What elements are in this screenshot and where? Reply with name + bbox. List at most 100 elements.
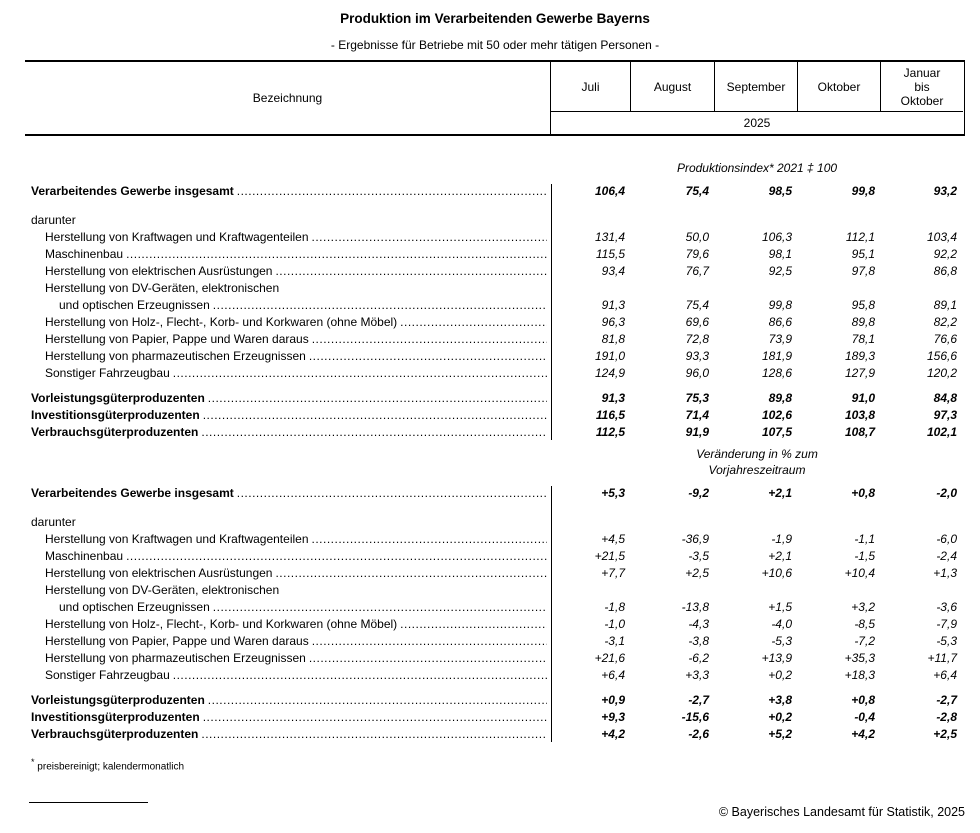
value-cell: +2,1 xyxy=(768,549,792,563)
value-cell: 69,6 xyxy=(685,315,709,329)
value-cell: -4,0 xyxy=(771,617,792,631)
table-row: Vorleistungsgüterproduzenten 91,3 75,3 89,8… xyxy=(25,390,965,407)
row-label: Herstellung von Papier, Pappe und Waren … xyxy=(25,331,551,348)
value-cell: +21,6 xyxy=(594,651,625,665)
row-label-text: Herstellung von pharmazeutischen Erzeugn… xyxy=(45,651,306,665)
value-cell: +0,2 xyxy=(768,668,792,682)
column-header-juli: Juli xyxy=(551,62,631,112)
value-cell: +3,3 xyxy=(685,668,709,682)
value-cell: 106,4 xyxy=(594,184,625,198)
value-cell: 98,5 xyxy=(768,184,792,198)
table-header: Bezeichnung Juli August September Oktobe… xyxy=(25,60,965,136)
row-label-text: Sonstiger Fahrzeugbau xyxy=(45,668,170,682)
value-cell: 106,3 xyxy=(761,230,792,244)
value-cell: -2,7 xyxy=(936,693,957,707)
row-label: Herstellung von DV-Geräten, elektronisch… xyxy=(25,280,551,297)
value-cell: +11,7 xyxy=(927,651,957,665)
dot-leader xyxy=(208,692,547,709)
value-cell: -5,3 xyxy=(936,634,957,648)
value-cell: +4,2 xyxy=(851,727,875,741)
value-cell: 189,3 xyxy=(844,349,875,363)
value-cell: +1,5 xyxy=(768,600,792,614)
value-cell: 82,2 xyxy=(933,315,957,329)
row-label: Investitionsgüterproduzenten xyxy=(25,709,551,726)
dot-leader xyxy=(312,633,547,650)
value-cell: -5,3 xyxy=(771,634,792,648)
value-cell: +10,6 xyxy=(761,566,792,580)
value-cell: +3,2 xyxy=(851,600,875,614)
value-cell: -3,6 xyxy=(936,600,957,614)
value-cell: 93,2 xyxy=(933,184,957,198)
row-label: und optischen Erzeugnissen xyxy=(25,599,551,616)
value-cell: -1,1 xyxy=(854,532,875,546)
section-header: Produktionsindex* 2021 ‡ 100 xyxy=(551,160,963,176)
row-label: Herstellung von Papier, Pappe und Waren … xyxy=(25,633,551,650)
table-row: Investitionsgüterproduzenten +9,3 -15,6 +0,… xyxy=(25,709,965,726)
value-cell: 93,4 xyxy=(601,264,625,278)
dot-leader xyxy=(126,548,547,565)
value-cell: 102,1 xyxy=(926,425,957,439)
row-label-text: Verbrauchsgüterproduzenten xyxy=(31,727,199,741)
value-cell: +0,9 xyxy=(601,693,625,707)
value-cell: -7,9 xyxy=(936,617,957,631)
table-body: Produktionsindex* 2021 ‡ 100 Verarbeitend… xyxy=(25,160,965,743)
value-cell: 91,3 xyxy=(601,391,625,405)
row-label-text: darunter xyxy=(31,515,76,529)
page-title: Produktion im Verarbeitenden Gewerbe Bay… xyxy=(340,11,650,26)
value-cell: +2,5 xyxy=(685,566,709,580)
row-label: Verbrauchsgüterproduzenten xyxy=(25,726,551,743)
footnote-text: preisbereinigt; kalendermonatlich xyxy=(37,761,185,773)
value-cell: 71,4 xyxy=(685,408,709,422)
value-cell: -2,8 xyxy=(936,710,957,724)
table-section-1: Produktionsindex* 2021 ‡ 100 Verarbeitend… xyxy=(25,160,965,441)
value-cell: -2,0 xyxy=(936,486,957,500)
value-cell: 96,0 xyxy=(685,366,709,380)
row-label-text: Vorleistungsgüterproduzenten xyxy=(31,391,205,405)
table-row: Sonstiger Fahrzeugbau 124,9 96,0 128,6 127,9… xyxy=(25,365,965,382)
value-cell: -1,8 xyxy=(604,600,625,614)
row-label-text: Verbrauchsgüterproduzenten xyxy=(31,425,199,439)
footer-divider xyxy=(29,802,148,804)
row-label-text: Maschinenbau xyxy=(45,247,124,261)
row-label-text: Verarbeitendes Gewerbe insgesamt xyxy=(31,486,234,500)
value-cell: 98,1 xyxy=(768,247,792,261)
value-cell: 93,3 xyxy=(685,349,709,363)
dot-leader xyxy=(237,485,547,502)
value-cell: +9,3 xyxy=(601,710,625,724)
dot-leader xyxy=(173,667,547,684)
row-label-text: Herstellung von Papier, Pappe und Waren … xyxy=(45,332,309,346)
value-cell: 128,6 xyxy=(761,366,792,380)
table-row: Verarbeitendes Gewerbe insgesamt +5,3 -9,2… xyxy=(25,485,965,502)
row-label: Herstellung von Kraftwagen und Kraftwage… xyxy=(25,531,551,548)
value-cell: 50,0 xyxy=(685,230,709,244)
row-label: Herstellung von DV-Geräten, elektronisch… xyxy=(25,582,551,599)
table-row: und optischen Erzeugnissen -1,8 -13,8 +1,5 +… xyxy=(25,599,965,616)
row-label-text: Sonstiger Fahrzeugbau xyxy=(45,366,170,380)
value-cell: +21,5 xyxy=(594,549,625,563)
row-label-text: und optischen Erzeugnissen xyxy=(59,600,210,614)
table-row: Verarbeitendes Gewerbe insgesamt 106,4 75,… xyxy=(25,183,965,200)
value-cell: 103,8 xyxy=(844,408,875,422)
value-cell: -3,5 xyxy=(688,549,709,563)
table-row: darunter xyxy=(25,212,965,229)
table-row: Vorleistungsgüterproduzenten +0,9 -2,7 +3,8… xyxy=(25,692,965,709)
value-cell: 92,5 xyxy=(768,264,792,278)
dot-leader xyxy=(213,297,547,314)
value-cell: +10,4 xyxy=(844,566,875,580)
section-header-line: Veränderung in % zum xyxy=(696,447,818,461)
table-section-2: Veränderung in % zum Vorjahreszeitraum Ver… xyxy=(25,446,965,743)
row-label-text: Investitionsgüterproduzenten xyxy=(31,710,200,724)
column-divider xyxy=(551,184,552,440)
row-label: Maschinenbau xyxy=(25,246,551,263)
value-cell: -2,7 xyxy=(688,693,709,707)
value-cell: +0,8 xyxy=(851,486,875,500)
row-label-text: Herstellung von elektrischen Ausrüstunge… xyxy=(45,566,273,580)
row-label: Verarbeitendes Gewerbe insgesamt xyxy=(25,183,551,200)
value-cell: -15,6 xyxy=(681,710,709,724)
value-cell: 107,5 xyxy=(761,425,792,439)
row-label-text: Herstellung von Papier, Pappe und Waren … xyxy=(45,634,309,648)
value-cell: -1,0 xyxy=(604,617,625,631)
value-cell: +2,1 xyxy=(768,486,792,500)
dot-leader xyxy=(237,183,547,200)
footnote-marker: * xyxy=(31,757,35,767)
